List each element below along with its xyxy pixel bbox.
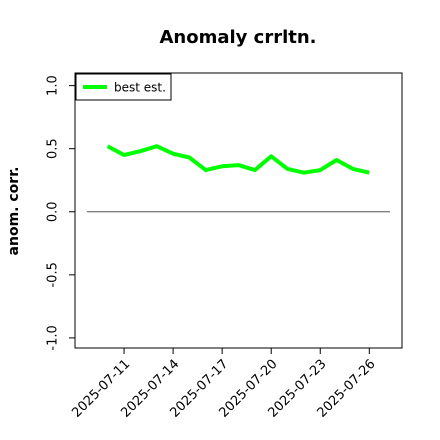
plot-frame: [74, 72, 403, 349]
y-tick-label: -1.0: [46, 325, 61, 350]
y-tick-label: 0.0: [46, 201, 61, 222]
y-axis-label: anom. corr.: [6, 167, 22, 256]
y-tick-label: 1.0: [46, 75, 61, 96]
legend-label: best est.: [114, 81, 166, 95]
chart-title: Anomaly crrltn.: [159, 27, 316, 48]
series-line: [106, 144, 370, 175]
y-tick-label: 0.5: [46, 138, 61, 159]
y-tick-label: -0.5: [46, 262, 61, 287]
